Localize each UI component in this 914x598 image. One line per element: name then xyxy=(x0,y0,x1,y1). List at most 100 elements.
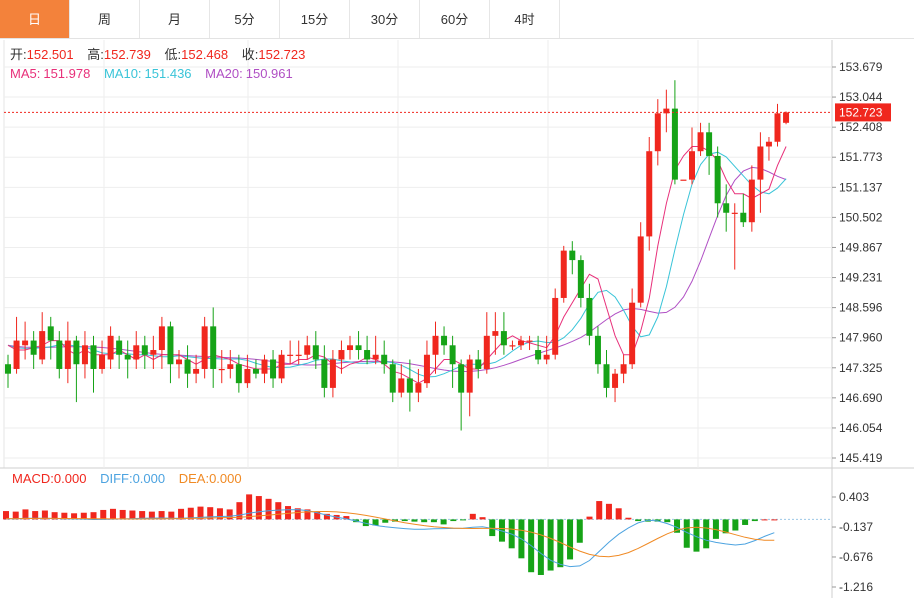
price-tick-label: 149.231 xyxy=(839,271,883,285)
last-price-label: 152.723 xyxy=(839,105,883,119)
macd-bar xyxy=(372,519,379,526)
macd-bar xyxy=(605,503,612,520)
ma-lines xyxy=(7,146,787,384)
macd-bar xyxy=(411,519,418,522)
candle-up xyxy=(218,368,225,371)
candle-up xyxy=(107,335,114,360)
macd-bar xyxy=(576,519,583,543)
candle-down xyxy=(723,203,730,213)
macd-bar xyxy=(236,502,243,520)
macd-bar xyxy=(742,519,749,525)
price-tick-label: 149.867 xyxy=(839,240,883,254)
macd-tick-label: -1.216 xyxy=(839,580,873,594)
macd-bar xyxy=(265,498,272,520)
candle-up xyxy=(99,354,106,369)
candle-up xyxy=(372,354,379,360)
candle-up xyxy=(774,113,781,142)
candle-down xyxy=(141,345,148,355)
candle-down xyxy=(671,108,678,180)
price-tick-label: 145.419 xyxy=(839,451,883,465)
candle-down xyxy=(210,326,217,369)
candle-up xyxy=(783,112,790,123)
candle-down xyxy=(500,331,507,346)
ma-readout: MA5: 151.978 MA10: 151.436 MA20: 150.961 xyxy=(10,66,293,81)
macd-bar xyxy=(722,519,729,534)
candle-up xyxy=(680,179,687,181)
macd-bar xyxy=(693,519,700,552)
price-tick-label: 147.960 xyxy=(839,331,883,345)
candle-down xyxy=(270,359,277,379)
candle-down xyxy=(449,345,456,365)
macd-bar xyxy=(90,512,97,520)
candle-up xyxy=(158,326,165,351)
candle-down xyxy=(5,364,11,374)
candle-down xyxy=(569,250,576,261)
macd-bar xyxy=(158,511,165,520)
macd-bar xyxy=(197,506,204,520)
candle-up xyxy=(509,345,516,347)
tab-4hour[interactable]: 4时 xyxy=(490,0,560,38)
macd-bar xyxy=(226,509,233,520)
macd-bar xyxy=(343,516,350,520)
candle-up xyxy=(543,354,550,360)
ma5-line xyxy=(7,146,787,384)
candle-up xyxy=(466,359,473,393)
macd-bar xyxy=(148,511,155,520)
macd-bar xyxy=(421,519,428,523)
candle-up xyxy=(697,132,704,152)
macd-bar xyxy=(567,519,574,560)
candle-down xyxy=(252,368,259,374)
macd-bar xyxy=(119,509,126,520)
candle-down xyxy=(56,340,63,369)
macd-bar xyxy=(625,517,632,520)
tab-15min[interactable]: 15分 xyxy=(280,0,350,38)
macd-bar xyxy=(430,519,437,523)
macd-bar xyxy=(751,519,758,522)
tab-30min[interactable]: 30分 xyxy=(350,0,420,38)
tab-month[interactable]: 月 xyxy=(140,0,210,38)
macd-bar xyxy=(362,519,369,527)
price-tick-label: 147.325 xyxy=(839,361,883,375)
macd-bar xyxy=(469,513,476,520)
macd-bar xyxy=(294,508,301,520)
candle-down xyxy=(235,364,242,384)
macd-bar xyxy=(100,509,107,520)
grid-lines xyxy=(0,40,914,598)
tab-week[interactable]: 周 xyxy=(70,0,140,38)
macd-bar xyxy=(450,519,457,522)
tab-5min[interactable]: 5分 xyxy=(210,0,280,38)
candle-up xyxy=(492,331,499,336)
candle-up xyxy=(227,364,234,369)
macd-bar xyxy=(489,519,496,537)
candle-up xyxy=(347,345,353,351)
candle-up xyxy=(748,179,755,223)
macd-tick-label: -0.676 xyxy=(839,550,873,564)
candle-up xyxy=(518,340,524,346)
macd-bar xyxy=(547,519,554,571)
macd-bar xyxy=(440,519,447,525)
price-tick-label: 153.044 xyxy=(839,90,883,104)
candle-up xyxy=(637,236,644,303)
macd-bar xyxy=(71,513,78,520)
macd-bar xyxy=(323,513,330,520)
macd-readout: MACD:0.000 DIFF:0.000 DEA:0.000 xyxy=(12,471,242,486)
tab-60min[interactable]: 60分 xyxy=(420,0,490,38)
macd-bar xyxy=(761,519,768,521)
candle-up xyxy=(552,297,559,355)
candle-down xyxy=(594,335,601,365)
price-tick-label: 150.502 xyxy=(839,210,883,224)
macd-bar xyxy=(22,509,29,520)
candle-up xyxy=(295,354,302,356)
macd-bar xyxy=(683,519,690,548)
macd-bar xyxy=(596,501,603,520)
ma20-line xyxy=(7,166,787,373)
candle-up xyxy=(193,368,200,374)
macd-bar xyxy=(41,510,48,520)
candle-up xyxy=(22,340,29,346)
candle-up xyxy=(338,350,345,360)
price-tick-label: 151.137 xyxy=(839,180,883,194)
macd-bar xyxy=(460,519,467,521)
candle-up xyxy=(654,113,661,152)
tab-day[interactable]: 日 xyxy=(0,0,70,38)
